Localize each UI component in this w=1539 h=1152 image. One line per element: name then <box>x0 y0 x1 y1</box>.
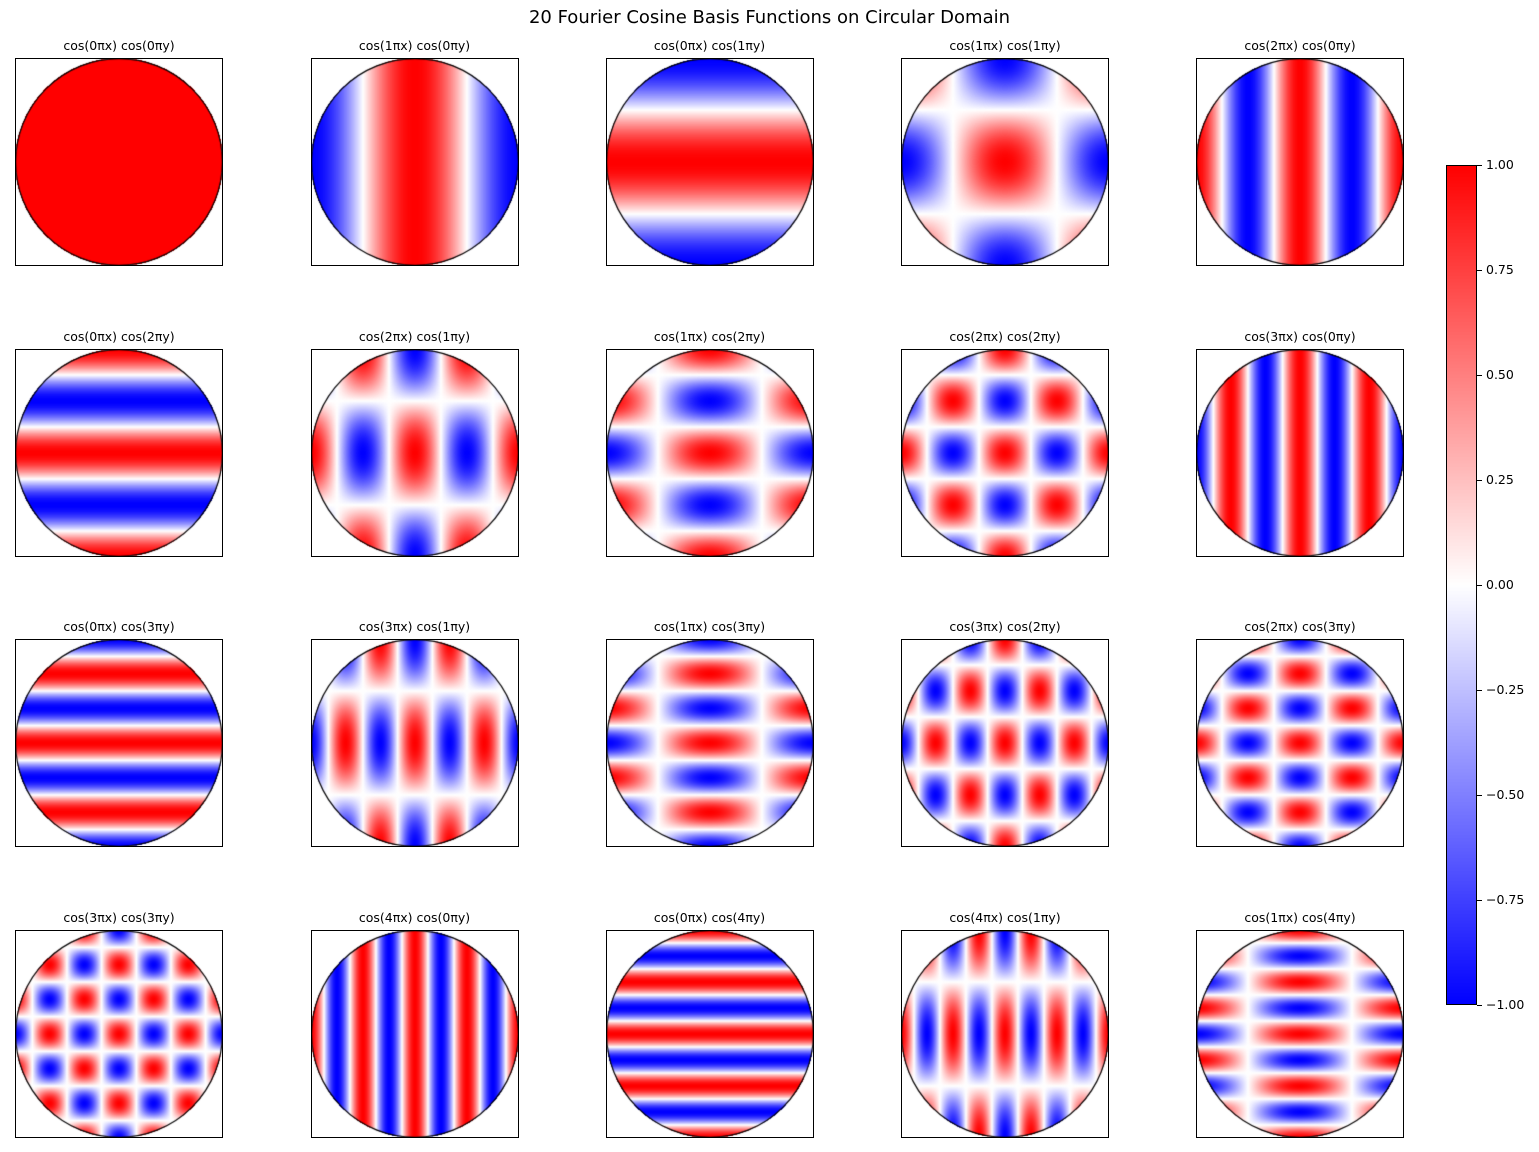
panel-heatmap <box>15 348 223 557</box>
panel-heatmap <box>15 639 223 847</box>
panel-heatmap <box>1196 57 1404 266</box>
panel-title: cos(4πx) cos(1πy) <box>949 909 1061 925</box>
colorbar-tick-label: −1.00 <box>1486 997 1525 1012</box>
panel-title: cos(0πx) cos(1πy) <box>653 37 766 53</box>
panel-heatmap <box>15 57 223 266</box>
colorbar-tick-label: 0.50 <box>1486 367 1514 382</box>
panel-heatmap <box>605 57 814 266</box>
panel-heatmap <box>1196 639 1404 847</box>
panel-title: cos(3πx) cos(1πy) <box>358 619 471 634</box>
colorbar-tick <box>1477 374 1482 376</box>
panel-title: cos(0πx) cos(3πy) <box>63 619 175 634</box>
panel-heatmap <box>901 57 1109 266</box>
panel-heatmap <box>1196 929 1404 1138</box>
panel-title: cos(1πx) cos(2πy) <box>653 328 766 344</box>
colorbar-tick <box>1477 164 1482 166</box>
colorbar-tick <box>1477 794 1482 796</box>
colorbar-tick <box>1477 689 1482 691</box>
panel-heatmap <box>15 929 223 1138</box>
panel-title: cos(0πx) cos(2πy) <box>63 328 175 344</box>
colorbar-gradient <box>1446 165 1477 1005</box>
panel-heatmap <box>310 929 519 1138</box>
colorbar-tick <box>1477 1004 1482 1006</box>
panel-heatmap <box>605 929 814 1138</box>
colorbar-tick <box>1477 479 1482 481</box>
panel-title: cos(0πx) cos(4πy) <box>653 909 766 925</box>
colorbar-tick-label: 0.25 <box>1486 472 1514 487</box>
panel-title: cos(2πx) cos(2πy) <box>949 328 1061 344</box>
panel-title: cos(1πx) cos(1πy) <box>949 37 1061 53</box>
panel-heatmap <box>310 639 519 847</box>
panel-title: cos(1πx) cos(4πy) <box>1244 909 1356 925</box>
panel-heatmap <box>901 639 1109 847</box>
panel-title: cos(4πx) cos(0πy) <box>358 909 471 925</box>
panel-title: cos(2πx) cos(1πy) <box>358 328 471 344</box>
colorbar-tick-label: −0.75 <box>1486 892 1525 907</box>
panel-title: cos(0πx) cos(0πy) <box>63 37 175 53</box>
colorbar-tick <box>1477 269 1482 271</box>
colorbar-tick <box>1477 899 1482 901</box>
colorbar-tick-label: 1.00 <box>1486 157 1514 172</box>
panel-heatmap <box>1196 348 1404 557</box>
colorbar-tick-label: 0.75 <box>1486 262 1514 277</box>
panel-heatmap <box>310 57 519 266</box>
panel-title: cos(2πx) cos(3πy) <box>1244 619 1356 634</box>
panel-title: cos(3πx) cos(3πy) <box>63 909 175 925</box>
panel-title: cos(1πx) cos(3πy) <box>653 619 766 634</box>
panel-title: cos(3πx) cos(0πy) <box>1244 328 1356 344</box>
colorbar-tick-label: −0.50 <box>1486 787 1525 802</box>
panel-heatmap <box>901 929 1109 1138</box>
figure-title: 20 Fourier Cosine Basis Functions on Cir… <box>528 7 1011 28</box>
colorbar-tick-label: 0.00 <box>1486 577 1514 592</box>
panel-title: cos(3πx) cos(2πy) <box>949 619 1061 634</box>
panel-heatmap <box>310 348 519 557</box>
colorbar-tick-label: −0.25 <box>1486 682 1525 697</box>
panel-heatmap <box>901 348 1109 557</box>
panel-heatmap <box>605 348 814 557</box>
colorbar-tick <box>1477 584 1482 586</box>
panel-heatmap <box>605 639 814 847</box>
panel-title: cos(1πx) cos(0πy) <box>358 37 471 53</box>
panel-title: cos(2πx) cos(0πy) <box>1244 37 1356 53</box>
